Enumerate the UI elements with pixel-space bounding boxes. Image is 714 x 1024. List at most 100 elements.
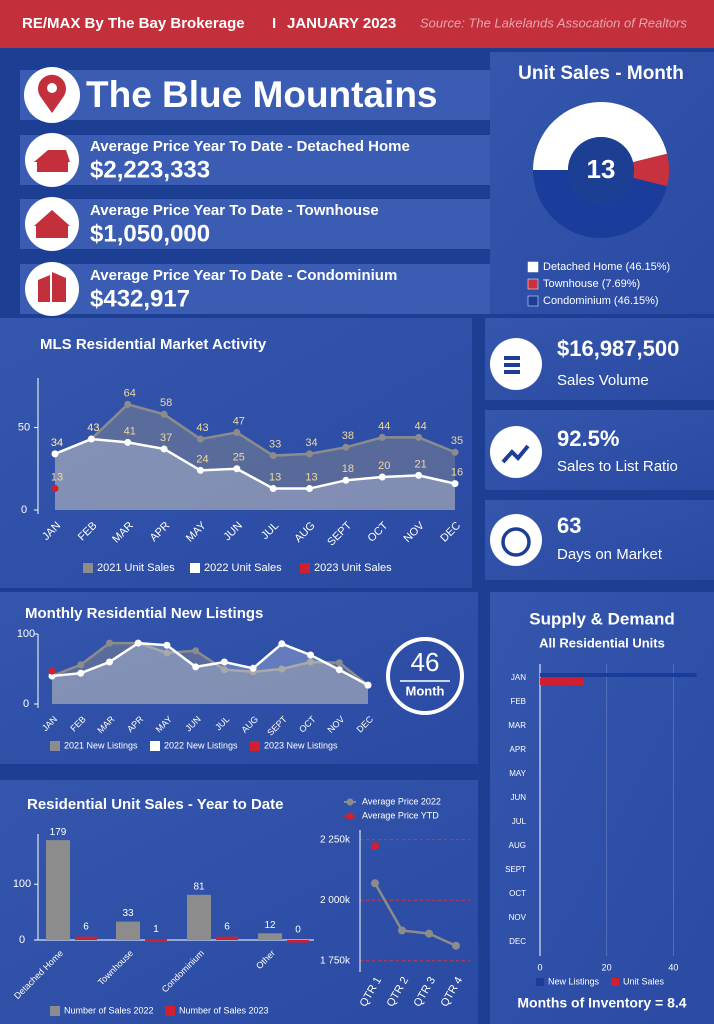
data-label: 0 — [295, 925, 301, 936]
data-label: 41 — [124, 425, 136, 437]
row-strip — [20, 135, 490, 185]
y-tick-label: APR — [510, 745, 527, 754]
data-label: 179 — [50, 827, 67, 838]
series-area — [52, 643, 368, 704]
chart-title: Unit Sales - Month — [518, 63, 684, 84]
pie-slice — [533, 170, 668, 239]
series-point — [307, 658, 315, 666]
legend-swatch — [611, 978, 619, 986]
series-point — [269, 452, 277, 460]
y-tick-label: DEC — [509, 937, 526, 946]
series-point — [451, 448, 459, 456]
legend-swatch — [300, 563, 310, 573]
title-strip — [20, 70, 490, 120]
series-point — [163, 641, 171, 649]
legend-label: Unit Sales — [623, 976, 665, 986]
series-point — [452, 941, 460, 950]
stat-label: Sales Volume — [557, 372, 649, 389]
average-label: Average Price Year To Date - Condominium — [90, 267, 397, 284]
bar — [145, 939, 167, 942]
series-point — [364, 681, 372, 689]
data-label: 21 — [415, 458, 427, 470]
average-label: Average Price Year To Date - Detached Ho… — [90, 138, 410, 155]
data-label: 13 — [305, 471, 317, 483]
legend-swatch — [536, 978, 544, 986]
y-tick-label: OCT — [509, 889, 526, 898]
data-label: 43 — [196, 422, 208, 434]
y-tick-label: 0 — [23, 698, 29, 710]
y-tick-label: 0 — [19, 934, 25, 946]
y-tick-label: 1 750k — [320, 955, 351, 966]
y-tick-label: JUN — [510, 793, 526, 802]
data-label: 6 — [83, 921, 89, 932]
average-row: Average Price Year To Date - Townhouse $… — [20, 197, 490, 251]
series-point — [220, 666, 228, 674]
bar — [258, 933, 282, 940]
series-point — [105, 639, 113, 647]
supply-panel — [490, 592, 714, 1024]
x-tick-label: 0 — [537, 962, 542, 972]
y-tick-label: 100 — [17, 628, 35, 640]
legend-label: Average Price YTD — [362, 810, 439, 820]
legend-label: 2021 New Listings — [64, 740, 138, 750]
house-icon — [34, 150, 70, 172]
series-point — [398, 926, 406, 935]
pie-slice — [633, 153, 670, 187]
badge-value: 46 — [411, 647, 440, 677]
chart-title: Supply & Demand — [529, 609, 674, 628]
legend-label: Townhouse (7.69%) — [543, 278, 640, 290]
series-line — [54, 437, 456, 490]
data-label: 24 — [196, 453, 208, 465]
y-tick-label: JAN — [511, 673, 526, 682]
series-point — [425, 929, 433, 938]
data-label: 64 — [124, 387, 136, 399]
series-area — [55, 439, 455, 510]
data-label: 13 — [269, 471, 281, 483]
series-point — [51, 450, 59, 458]
bar — [116, 921, 140, 940]
stat-value: 63 — [557, 513, 581, 538]
average-row: Average Price Year To Date - Condominium… — [20, 262, 490, 316]
series-point — [306, 450, 314, 458]
series-point — [77, 661, 85, 669]
legend-swatch — [527, 278, 539, 290]
y-tick-label: SEPT — [505, 865, 526, 874]
source: Source: The Lakelands Assocation of Real… — [420, 15, 687, 30]
legend-marker — [346, 798, 354, 806]
bar — [540, 678, 584, 685]
chart-title: Residential Unit Sales - Year to Date — [27, 796, 283, 813]
coins-icon — [504, 356, 520, 374]
legend-label: Number of Sales 2022 — [64, 1005, 154, 1015]
pie-slice — [533, 101, 668, 170]
timer-icon — [501, 527, 531, 557]
location-icon-dot — [47, 83, 57, 93]
legend-swatch — [250, 741, 260, 751]
series-line — [373, 882, 457, 947]
series-point — [378, 433, 386, 441]
series-point — [160, 445, 168, 453]
data-label: 35 — [451, 435, 463, 447]
legend-swatch — [50, 741, 60, 751]
unit-sales-ytd-panel — [0, 780, 478, 1024]
bar — [75, 936, 97, 940]
badge-label: Month — [406, 683, 445, 698]
y-tick-label: AUG — [509, 841, 526, 850]
data-label: 20 — [378, 460, 390, 472]
legend-swatch — [150, 741, 160, 751]
series-point — [371, 842, 379, 851]
series-point — [105, 658, 113, 666]
legend-label: 2023 New Listings — [264, 740, 338, 750]
data-label: 18 — [342, 463, 354, 475]
series-point — [335, 666, 343, 674]
series-point — [342, 443, 350, 451]
data-label: 33 — [122, 908, 134, 919]
data-label: 34 — [51, 437, 63, 449]
series-point — [307, 651, 315, 659]
series-area — [55, 404, 455, 510]
y-tick-label: NOV — [509, 913, 527, 922]
series-point — [278, 640, 286, 648]
brokerage: RE/MAX By The Bay Brokerage — [22, 15, 245, 32]
townhouse-icon — [34, 210, 70, 238]
mls-panel — [0, 318, 472, 588]
